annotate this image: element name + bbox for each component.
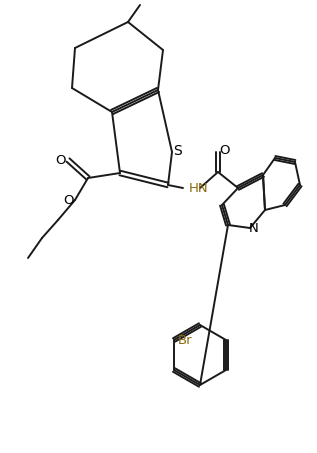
Text: Br: Br: [178, 333, 193, 347]
Text: O: O: [56, 154, 66, 167]
Text: N: N: [249, 222, 259, 235]
Text: S: S: [174, 144, 182, 158]
Text: O: O: [63, 193, 73, 207]
Text: O: O: [220, 145, 230, 158]
Text: HN: HN: [189, 183, 209, 196]
